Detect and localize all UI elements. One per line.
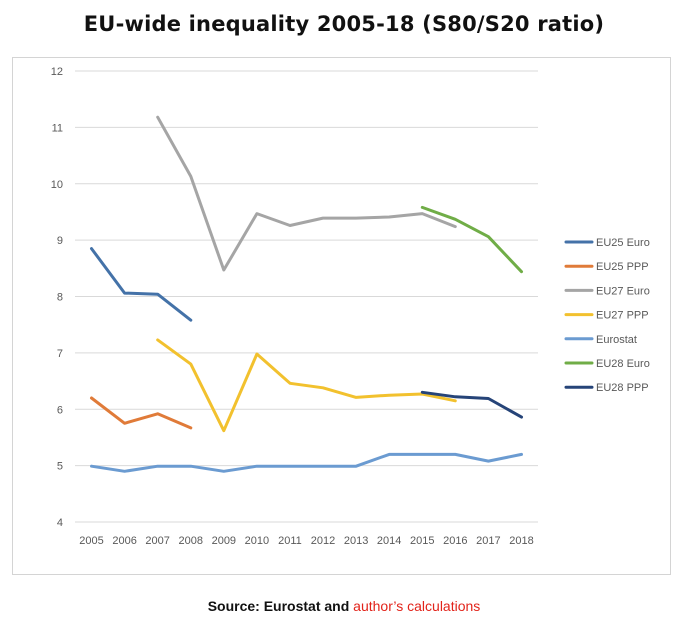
x-tick-label: 2017: [476, 535, 500, 547]
x-tick-label: 2014: [377, 535, 401, 547]
x-tick-label: 2018: [509, 535, 533, 547]
y-tick-label: 11: [52, 122, 63, 134]
page-title: EU-wide inequality 2005-18 (S80/S20 rati…: [83, 12, 605, 36]
series-line-eu25-ppp: [90, 396, 193, 430]
series-line-eurostat: [90, 452, 523, 473]
legend-label: EU25 Euro: [596, 237, 650, 249]
source-note: Source: Eurostat and author’s calculatio…: [0, 598, 688, 614]
y-tick-label: 12: [51, 66, 63, 78]
legend-label: EU27 Euro: [596, 285, 650, 297]
legend-label: Eurostat: [596, 334, 637, 346]
x-tick-label: 2015: [410, 535, 434, 547]
legend-label: EU25 PPP: [596, 261, 649, 273]
chart-frame: 4 5 6 7 8 9 10 11 12 2005 2006 2007 2008 2009 2010 2011…: [12, 57, 671, 575]
y-tick-label: 6: [57, 404, 63, 416]
x-tick-label: 2009: [212, 535, 236, 547]
legend-label: EU27 PPP: [596, 310, 649, 322]
x-tick-label: 2006: [112, 535, 136, 547]
x-tick-label: 2011: [278, 535, 302, 547]
x-tick-label: 2012: [311, 535, 335, 547]
legend-label: EU28 PPP: [596, 382, 649, 394]
series-line-eu28-ppp: [420, 390, 523, 419]
y-tick-label: 8: [57, 292, 63, 304]
y-tick-label: 7: [57, 348, 63, 360]
y-tick-label: 5: [57, 461, 63, 473]
series-line-eu27-euro: [156, 115, 457, 272]
x-tick-label: 2008: [179, 535, 203, 547]
series-line-eu27-ppp: [156, 338, 457, 433]
source-link[interactable]: author’s calculations: [353, 598, 481, 614]
source-label: Source: Eurostat and: [207, 598, 350, 614]
series-line-eu28-euro: [420, 205, 523, 274]
x-tick-label: 2013: [344, 535, 368, 547]
y-tick-label: 4: [57, 517, 63, 529]
line-chart: 4 5 6 7 8 9 10 11 12 2005 2006 2007 2008 2009 2010 2011…: [51, 66, 650, 547]
x-tick-label: 2005: [79, 535, 103, 547]
series-line-eu25-euro: [90, 247, 193, 322]
y-tick-label: 9: [57, 235, 63, 247]
y-tick-label: 10: [51, 179, 63, 191]
x-tick-label: 2007: [145, 535, 169, 547]
x-tick-label: 2010: [245, 535, 269, 547]
legend-label: EU28 Euro: [596, 358, 650, 370]
x-tick-label: 2016: [443, 535, 467, 547]
